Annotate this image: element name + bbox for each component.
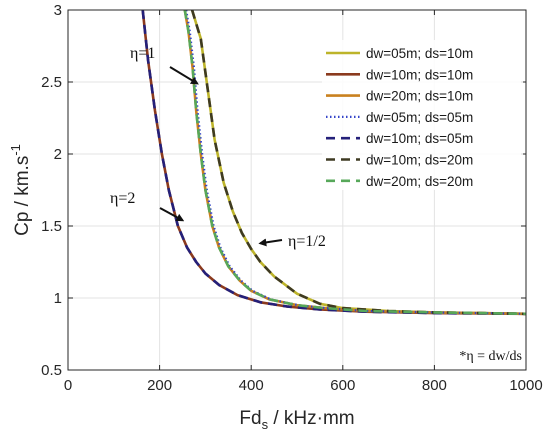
x-tick-label: 800: [422, 377, 447, 394]
y-tick-label: 1.5: [41, 218, 62, 235]
series-line-dw-20m-ds-20m: [183, 10, 526, 316]
ticks: 0 200 400 600 800 1000 0.5 1 1.5 2 2.5 3: [41, 2, 543, 394]
x-tick-label: 0: [64, 377, 72, 394]
y-axis-label: Cp / km.s-1: [8, 144, 33, 236]
x-axis-label-rest: / kHz·mm: [268, 408, 355, 429]
legend-label: dw=10m; ds=10m: [366, 67, 473, 82]
y-tick-label: 2.5: [41, 74, 62, 91]
x-tick-label: 600: [330, 377, 355, 394]
legend-label: dw=05m; ds=05m: [366, 110, 473, 125]
y-tick-label: 3: [54, 2, 62, 19]
x-tick-label: 200: [147, 377, 172, 394]
annotations: η=1 η=2 η=1/2: [110, 45, 326, 250]
annotation-label: η=2: [110, 190, 135, 207]
annotation-label: η=1/2: [288, 233, 326, 250]
legend-label: dw=05m; ds=10m: [366, 46, 473, 61]
x-tick-label: 1000: [509, 377, 542, 394]
y-tick-label: 0.5: [41, 362, 62, 379]
legend-label: dw=10m; ds=20m: [366, 153, 473, 168]
legend-box: [322, 40, 523, 190]
annotation-arrow: [258, 238, 283, 247]
legend: dw=05m; ds=10m dw=10m; ds=10m dw=20m; ds=1…: [322, 40, 523, 190]
series-line-dw-10m-ds-05m: [141, 10, 526, 316]
x-axis-label-main: Fd: [239, 408, 261, 429]
y-axis-label-main: Cp / km.s: [12, 156, 33, 236]
y-tick-label: 1: [54, 290, 62, 307]
legend-label: dw=20m; ds=10m: [366, 89, 473, 104]
legend-label: dw=20m; ds=20m: [366, 174, 473, 189]
x-axis-label-sub: s: [262, 417, 269, 432]
legend-label: dw=10m; ds=05m: [366, 131, 473, 146]
annotation-arrow: [169, 66, 199, 85]
x-axis-label: Fds / kHz·mm: [239, 408, 354, 432]
annotation-arrow: [159, 207, 185, 222]
series-group: [141, 10, 526, 316]
annotation-label: η=1: [130, 45, 155, 62]
eta-definition-note: *η = dw/ds: [459, 349, 522, 364]
plot-frame: [67, 9, 527, 371]
x-tick-label: 400: [239, 377, 264, 394]
y-tick-label: 2: [54, 146, 62, 163]
y-axis-label-sup: -1: [8, 144, 23, 156]
